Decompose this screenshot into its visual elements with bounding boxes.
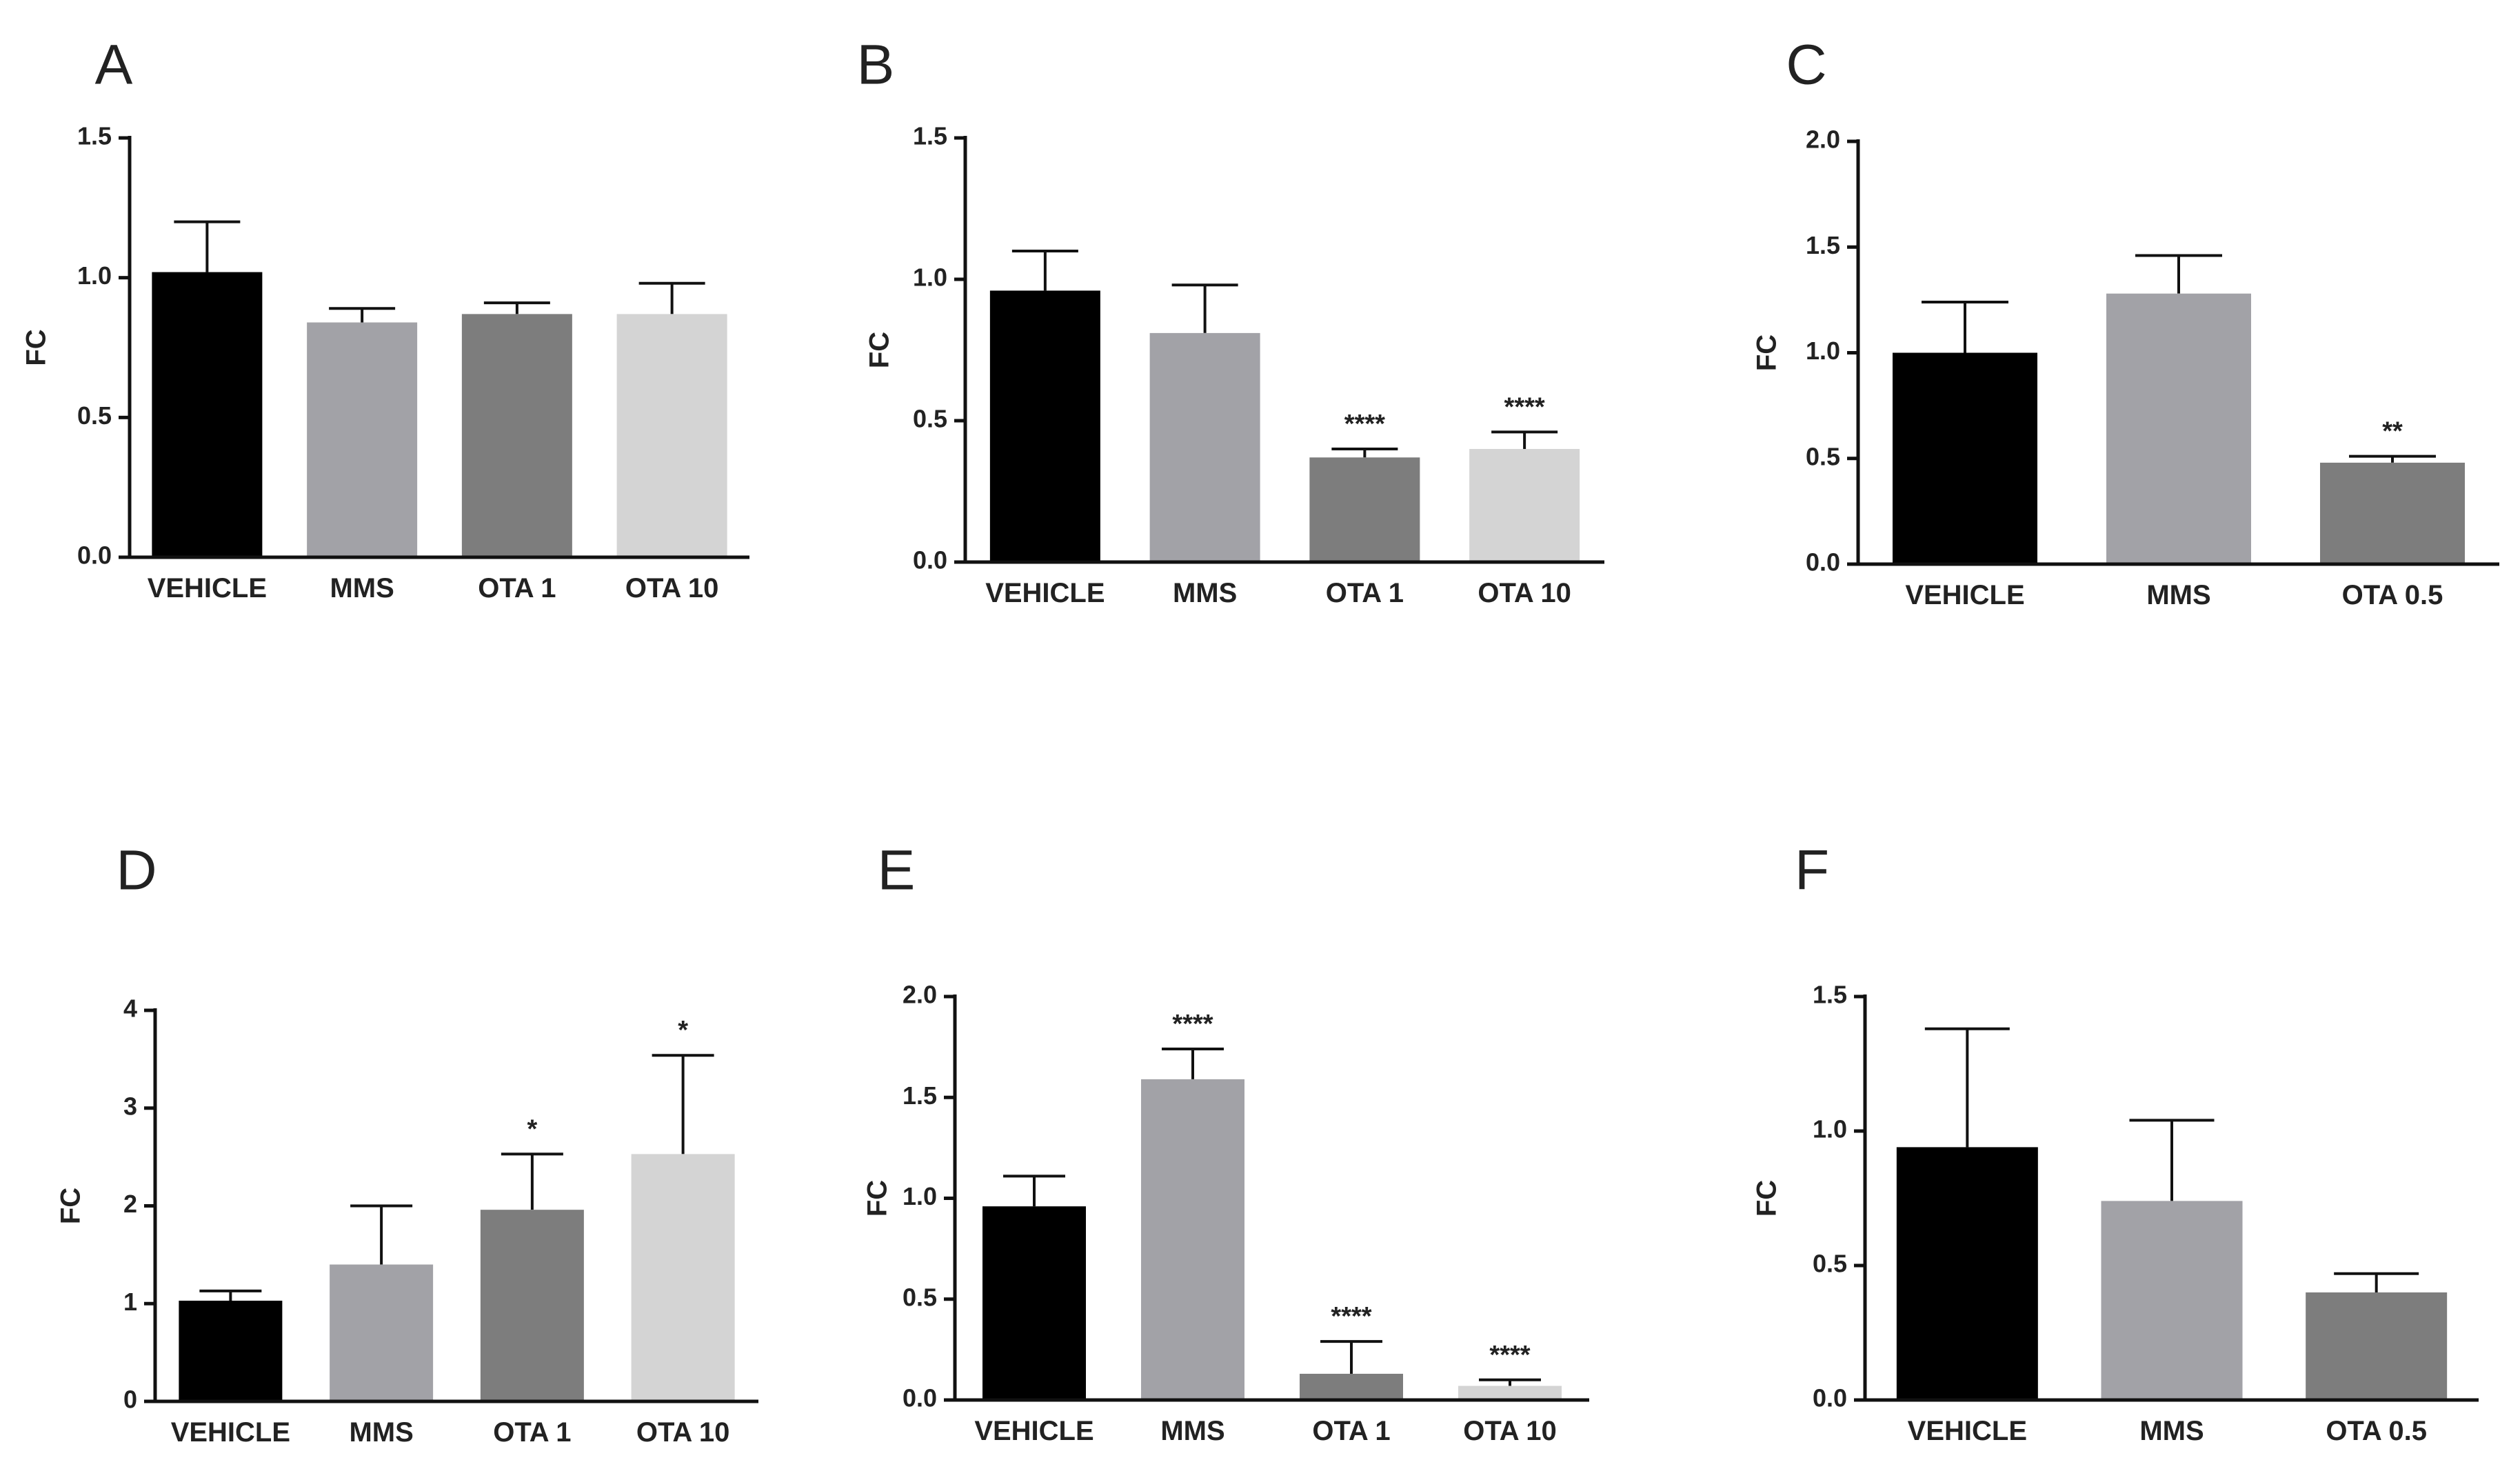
x-tick-label: MMS	[330, 573, 394, 603]
y-tick-label: 0	[123, 1386, 137, 1414]
panel-letter: A	[95, 34, 133, 97]
bar-ota-0-5	[2320, 462, 2465, 564]
bar-vehicle	[1893, 352, 2037, 564]
x-tick-label: OTA 10	[1463, 1416, 1557, 1446]
y-tick-label: 3	[123, 1092, 137, 1120]
bar-mms	[330, 1264, 434, 1401]
y-tick-label: 1.5	[1806, 231, 1840, 259]
x-tick-label: OTA 10	[636, 1417, 730, 1448]
bar-vehicle	[1896, 1147, 2038, 1400]
x-tick-label: MMS	[1173, 578, 1237, 608]
x-tick-label: VEHICLE	[1905, 580, 2024, 610]
bar-ota-1	[1309, 457, 1420, 562]
y-tick-label: 0.0	[903, 1384, 937, 1412]
x-tick-label: MMS	[2139, 1416, 2204, 1446]
x-tick-label: MMS	[1160, 1416, 1224, 1446]
significance-mark: *	[678, 1016, 688, 1045]
y-tick-label: 0.5	[1813, 1250, 1847, 1278]
x-tick-label: OTA 0.5	[2342, 580, 2443, 610]
significance-mark: ****	[1172, 1010, 1213, 1039]
y-tick-label: 1	[123, 1288, 137, 1316]
y-tick-label: 0.0	[77, 541, 112, 570]
bar-ota-10	[1458, 1386, 1562, 1400]
panel-a: A FC VEHICLE MMS OTA 1 OTA 10 0.0 0.5 1.0 1.5	[21, 34, 749, 603]
bar-ota-10	[631, 1154, 735, 1401]
panel-e: E FC VEHICLE **** MMS **** OTA 1 **** OTA 10 0.0 0…	[863, 839, 1589, 1446]
y-axis-label: FC	[865, 332, 895, 368]
panel-letter: D	[116, 839, 157, 902]
y-tick-label: 2	[123, 1190, 137, 1218]
y-tick-label: 0.0	[1806, 548, 1840, 577]
bar-vehicle	[179, 1300, 283, 1401]
x-tick-label: OTA 1	[1312, 1416, 1390, 1446]
bar-mms	[307, 322, 418, 557]
y-axis-label: FC	[21, 329, 52, 366]
x-tick-label: OTA 1	[478, 573, 556, 603]
y-tick-label: 1.0	[1806, 337, 1840, 365]
y-tick-label: 0.5	[913, 405, 947, 433]
bar-mms	[1141, 1079, 1244, 1400]
panel-f: F FC VEHICLE MMS OTA 0.5 0.0 0.5 1.0 1.5	[1752, 839, 2479, 1446]
bar-ota-1	[480, 1210, 584, 1401]
x-tick-label: OTA 1	[1326, 578, 1404, 608]
y-tick-label: 0.5	[903, 1283, 937, 1311]
significance-mark: ****	[1504, 392, 1545, 421]
y-tick-label: 0.5	[77, 401, 112, 430]
y-tick-label: 1.0	[77, 261, 112, 290]
y-tick-label: 0.0	[1813, 1384, 1847, 1412]
y-axis-label: FC	[1752, 1180, 1782, 1217]
y-tick-label: 1.0	[1813, 1115, 1847, 1143]
x-tick-label: VEHICLE	[974, 1416, 1093, 1446]
y-tick-label: 1.0	[903, 1182, 937, 1210]
bar-ota-10	[616, 314, 727, 557]
panel-letter: C	[1786, 34, 1826, 97]
y-tick-label: 0.5	[1806, 442, 1840, 470]
significance-mark: *	[527, 1114, 537, 1143]
bar-ota-1	[1300, 1373, 1403, 1400]
y-axis-label: FC	[863, 1180, 893, 1217]
x-tick-label: MMS	[2146, 580, 2210, 610]
panel-letter: F	[1795, 839, 1829, 902]
x-tick-label: VEHICLE	[148, 573, 267, 603]
x-tick-label: VEHICLE	[985, 578, 1105, 608]
panel-d: D FC VEHICLE MMS * OTA 1 * OTA 10 0 1 2 3 4	[56, 839, 758, 1448]
x-tick-label: VEHICLE	[1908, 1416, 2027, 1446]
panel-c: C FC VEHICLE MMS ** OTA 0.5 0.0 0.5 1.0 1.5 2.0	[1752, 34, 2499, 610]
bar-vehicle	[982, 1206, 1086, 1400]
x-tick-label: OTA 0.5	[2326, 1416, 2427, 1446]
bar-mms	[2106, 293, 2251, 564]
x-tick-label: OTA 1	[493, 1417, 571, 1448]
x-tick-label: OTA 10	[625, 573, 719, 603]
y-axis-label: FC	[1752, 334, 1782, 371]
bar-ota-0-5	[2306, 1292, 2448, 1400]
x-tick-label: MMS	[349, 1417, 413, 1448]
x-tick-label: OTA 10	[1478, 578, 1571, 608]
y-tick-label: 2.0	[1806, 126, 1840, 154]
bar-mms	[1149, 332, 1260, 562]
y-tick-label: 2.0	[903, 981, 937, 1009]
y-tick-label: 1.5	[913, 122, 947, 150]
bar-mms	[2101, 1201, 2243, 1400]
y-tick-label: 4	[123, 994, 137, 1023]
y-tick-label: 1.5	[903, 1081, 937, 1110]
y-tick-label: 0.0	[913, 546, 947, 574]
y-tick-label: 1.0	[913, 263, 947, 292]
y-tick-label: 1.5	[77, 122, 112, 150]
panel-b: B FC VEHICLE MMS **** OTA 1 **** OTA 10 0.0 0.5 1.…	[857, 34, 1604, 608]
panel-letter: B	[857, 34, 895, 97]
y-axis-label: FC	[56, 1188, 86, 1224]
panel-letter: E	[878, 839, 916, 902]
x-tick-label: VEHICLE	[171, 1417, 290, 1448]
significance-mark: ****	[1489, 1341, 1530, 1370]
bar-vehicle	[989, 290, 1100, 562]
y-tick-label: 1.5	[1813, 981, 1847, 1009]
bar-ota-10	[1469, 449, 1580, 562]
significance-mark: ****	[1331, 1302, 1371, 1331]
bar-vehicle	[152, 272, 263, 557]
significance-mark: **	[2382, 417, 2403, 446]
bar-ota-1	[461, 314, 572, 557]
significance-mark: ****	[1344, 410, 1385, 439]
